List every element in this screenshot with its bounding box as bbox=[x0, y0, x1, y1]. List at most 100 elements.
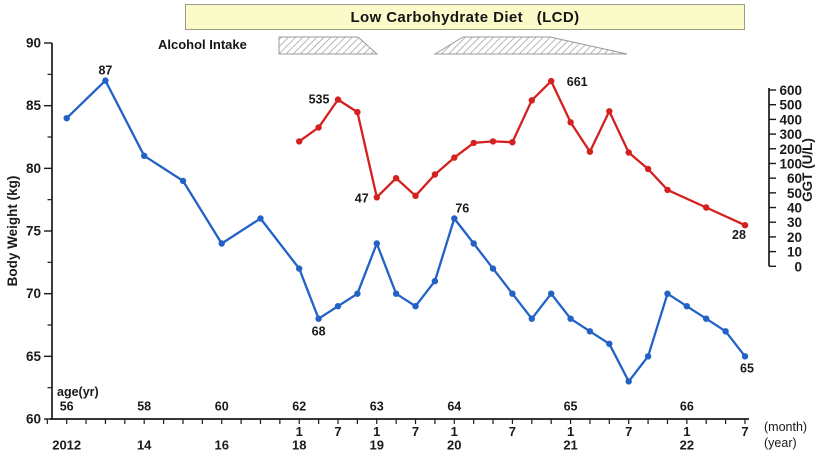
ggt-point bbox=[664, 186, 671, 194]
age-label: 60 bbox=[215, 400, 229, 414]
x-month-label: 1 bbox=[683, 424, 690, 439]
weight-point bbox=[722, 328, 729, 335]
x-year-label: 21 bbox=[563, 438, 577, 452]
ggt-point bbox=[567, 119, 574, 126]
ggt-point bbox=[644, 165, 652, 173]
ggt-point bbox=[373, 194, 380, 201]
weight-point bbox=[179, 177, 187, 185]
weight-point bbox=[373, 240, 380, 247]
age-label: 62 bbox=[292, 400, 306, 414]
weight-point bbox=[741, 353, 749, 360]
left-axis-tick-label: 80 bbox=[26, 161, 41, 176]
lcd-banner: Low Carbohydrate Diet (LCD) bbox=[185, 4, 745, 30]
ggt-point bbox=[625, 149, 632, 156]
left-axis-tick-label: 90 bbox=[26, 36, 41, 51]
weight-point bbox=[586, 328, 594, 335]
ggt-point bbox=[586, 148, 594, 155]
age-label: 58 bbox=[137, 400, 151, 414]
weight-point bbox=[334, 303, 342, 310]
right-axis-tick-label: 20 bbox=[787, 230, 802, 245]
x-year-suffix: (year) bbox=[764, 436, 797, 450]
right-axis-tick-label: 200 bbox=[779, 142, 802, 157]
ggt-point-label: 47 bbox=[355, 191, 369, 205]
right-axis-tick-label: 400 bbox=[779, 112, 802, 127]
ggt-series: 535 47 661 28 bbox=[296, 75, 749, 242]
left-axis-tick-label: 70 bbox=[26, 286, 41, 301]
x-year-label: 16 bbox=[214, 438, 228, 452]
weight-point bbox=[528, 315, 535, 322]
ggt-point bbox=[315, 124, 322, 131]
weight-point-label: 68 bbox=[312, 325, 326, 339]
ggt-point bbox=[334, 96, 342, 103]
ggt-point bbox=[548, 77, 555, 85]
left-axis: 60 65 70 75 80 85 90 Body Weight (kg) bbox=[5, 36, 53, 427]
x-month-label: 1 bbox=[451, 424, 458, 439]
x-year-label: 14 bbox=[137, 438, 152, 452]
alcohol-intake-label: Alcohol Intake bbox=[158, 37, 247, 52]
right-axis-tick-label: 30 bbox=[787, 215, 802, 230]
left-axis-tick-label: 65 bbox=[26, 349, 42, 364]
age-row: age(yr)56 58 60 62 63 64 65 66 bbox=[57, 385, 694, 414]
weight-point bbox=[644, 353, 652, 360]
ggt-point bbox=[489, 138, 497, 145]
weight-point bbox=[489, 265, 497, 272]
weight-point bbox=[683, 303, 690, 310]
x-year-label: 18 bbox=[292, 438, 306, 452]
age-label: 64 bbox=[447, 400, 461, 414]
right-axis-tick-label: 300 bbox=[779, 127, 802, 142]
x-month-label: 1 bbox=[567, 424, 574, 439]
ggt-point bbox=[703, 204, 710, 211]
weight-point bbox=[102, 77, 109, 84]
x-axis: 1 7 1 7 1 7 1 7 1 7 2012 14 16 18 19 20 21 22 (month) (year… bbox=[46, 418, 807, 452]
age-label: 66 bbox=[680, 400, 694, 414]
left-axis-title: Body Weight (kg) bbox=[5, 176, 20, 287]
right-axis-tick-label: 10 bbox=[787, 245, 802, 260]
weight-point bbox=[703, 315, 710, 322]
ggt-point bbox=[470, 139, 477, 147]
ggt-point-label: 661 bbox=[567, 75, 588, 89]
weight-point bbox=[354, 290, 361, 297]
age-label: 56 bbox=[60, 400, 74, 414]
ggt-point bbox=[392, 175, 400, 182]
x-month-label: 1 bbox=[373, 424, 380, 439]
x-month-label: 1 bbox=[296, 424, 303, 439]
x-year-label: 20 bbox=[447, 438, 461, 452]
weight-point-label: 87 bbox=[98, 64, 112, 78]
right-axis-title: GGT (U/L) bbox=[800, 138, 815, 202]
ggt-point bbox=[741, 222, 749, 229]
weight-point-label: 76 bbox=[455, 201, 469, 215]
alcohol-intake-region bbox=[433, 36, 628, 55]
right-axis-tick-label: 60 bbox=[787, 171, 802, 186]
weight-point bbox=[257, 215, 264, 222]
right-axis-tick-label: 50 bbox=[787, 186, 802, 201]
alcohol-intake-regions bbox=[278, 36, 628, 55]
x-month-label: 7 bbox=[412, 424, 419, 439]
right-axis-tick-label: 500 bbox=[779, 98, 802, 113]
weight-point bbox=[63, 115, 70, 122]
age-label: 63 bbox=[370, 400, 384, 414]
ggt-point bbox=[296, 138, 303, 145]
ggt-point bbox=[412, 192, 419, 199]
weight-point bbox=[296, 265, 303, 272]
weight-point bbox=[141, 152, 148, 159]
weight-point bbox=[315, 315, 322, 322]
x-year-label: 19 bbox=[370, 438, 384, 452]
x-year-label: 2012 bbox=[52, 438, 81, 452]
weight-point bbox=[470, 240, 477, 247]
ggt-point bbox=[431, 171, 439, 178]
x-month-label: 7 bbox=[625, 424, 632, 439]
ggt-point-label: 535 bbox=[309, 93, 330, 107]
weight-line bbox=[65, 79, 746, 383]
right-axis-tick-label: 100 bbox=[779, 156, 802, 171]
weight-point bbox=[567, 315, 574, 322]
weight-point bbox=[431, 277, 439, 285]
right-axis-tick-label: 600 bbox=[779, 83, 802, 98]
weight-point bbox=[218, 240, 225, 247]
age-row-title: age(yr) bbox=[57, 385, 99, 399]
age-label: 65 bbox=[564, 400, 578, 414]
ggt-point bbox=[451, 154, 458, 161]
weight-point bbox=[392, 290, 400, 297]
